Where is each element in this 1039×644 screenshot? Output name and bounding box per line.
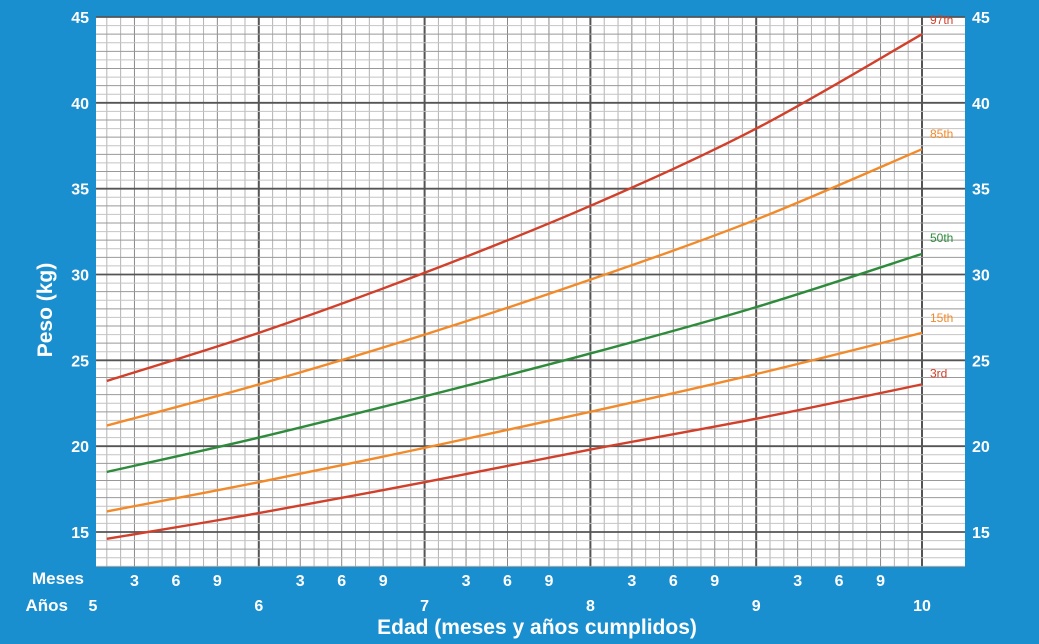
- series-line-85th: [106, 148, 923, 427]
- y-tick-label-left: 40: [71, 96, 89, 113]
- y-tick-label-right: 15: [972, 525, 990, 542]
- months-row-label: Meses: [32, 569, 84, 588]
- y-tick-label-right: 20: [972, 439, 990, 456]
- series-line-97th: [106, 33, 923, 383]
- y-tick-label-right: 40: [972, 96, 990, 113]
- y-axis-title: Peso (kg): [34, 263, 57, 358]
- x-axis-title: Edad (meses y años cumplidos): [377, 616, 697, 639]
- series-label-15th: 15th: [930, 311, 953, 325]
- x-tick-label-year: 10: [913, 598, 931, 615]
- y-tick-label-right: 45: [972, 10, 990, 27]
- x-tick-label-month: 9: [544, 573, 553, 590]
- y-tick-label-right: 25: [972, 353, 990, 370]
- series-label-85th: 85th: [930, 127, 953, 141]
- series-line-3rd: [106, 383, 923, 541]
- x-tick-label-year: 6: [254, 598, 263, 615]
- x-tick-label-year: 8: [586, 598, 595, 615]
- y-tick-label-left: 20: [71, 439, 89, 456]
- x-tick-label-month: 9: [213, 573, 222, 590]
- series-line-50th: [106, 252, 923, 474]
- x-tick-label-month: 6: [337, 573, 346, 590]
- series-labels: 97th 85th 50th 15th 3rd: [930, 13, 953, 380]
- x-tick-label-year: 7: [420, 598, 429, 615]
- y-tick-label-left: 45: [71, 10, 89, 27]
- y-tick-label-left: 25: [71, 353, 89, 370]
- x-tick-label-month: 3: [793, 573, 802, 590]
- x-tick-label-month: 6: [835, 573, 844, 590]
- series-lines: [106, 33, 923, 541]
- y-tick-label-left: 15: [71, 525, 89, 542]
- y-tick-label-right: 30: [972, 268, 990, 285]
- y-tick-label-right: 35: [972, 182, 990, 199]
- x-tick-label-month: 6: [669, 573, 678, 590]
- x-tick-label-month: 6: [503, 573, 512, 590]
- years-row-label: Años: [26, 596, 69, 615]
- x-tick-label-month: 9: [379, 573, 388, 590]
- x-tick-label-year: 5: [89, 598, 98, 615]
- series-label-50th: 50th: [930, 231, 953, 245]
- y-tick-label-left: 30: [71, 268, 89, 285]
- series-label-97th: 97th: [930, 13, 953, 27]
- y-tick-label-left: 35: [71, 182, 89, 199]
- x-tick-label-month: 9: [710, 573, 719, 590]
- x-tick-label-year: 9: [752, 598, 761, 615]
- x-tick-label-month: 6: [171, 573, 180, 590]
- x-tick-label-month: 3: [627, 573, 636, 590]
- series-line-15th: [106, 331, 923, 513]
- x-tick-label-month: 3: [130, 573, 139, 590]
- y-ticks-right: 15 20 25 30 35 40 45: [972, 10, 990, 542]
- x-tick-label-month: 3: [462, 573, 471, 590]
- x-ticks: 5 6 7 8 9 10 3 6 9 3 6 9 3 6 9 3 6 9 3 6 9: [89, 573, 931, 615]
- grid: [96, 16, 965, 567]
- x-tick-label-month: 3: [296, 573, 305, 590]
- y-ticks-left: 15 20 25 30 35 40 45: [71, 10, 89, 542]
- x-tick-label-month: 9: [876, 573, 885, 590]
- series-label-3rd: 3rd: [930, 366, 947, 380]
